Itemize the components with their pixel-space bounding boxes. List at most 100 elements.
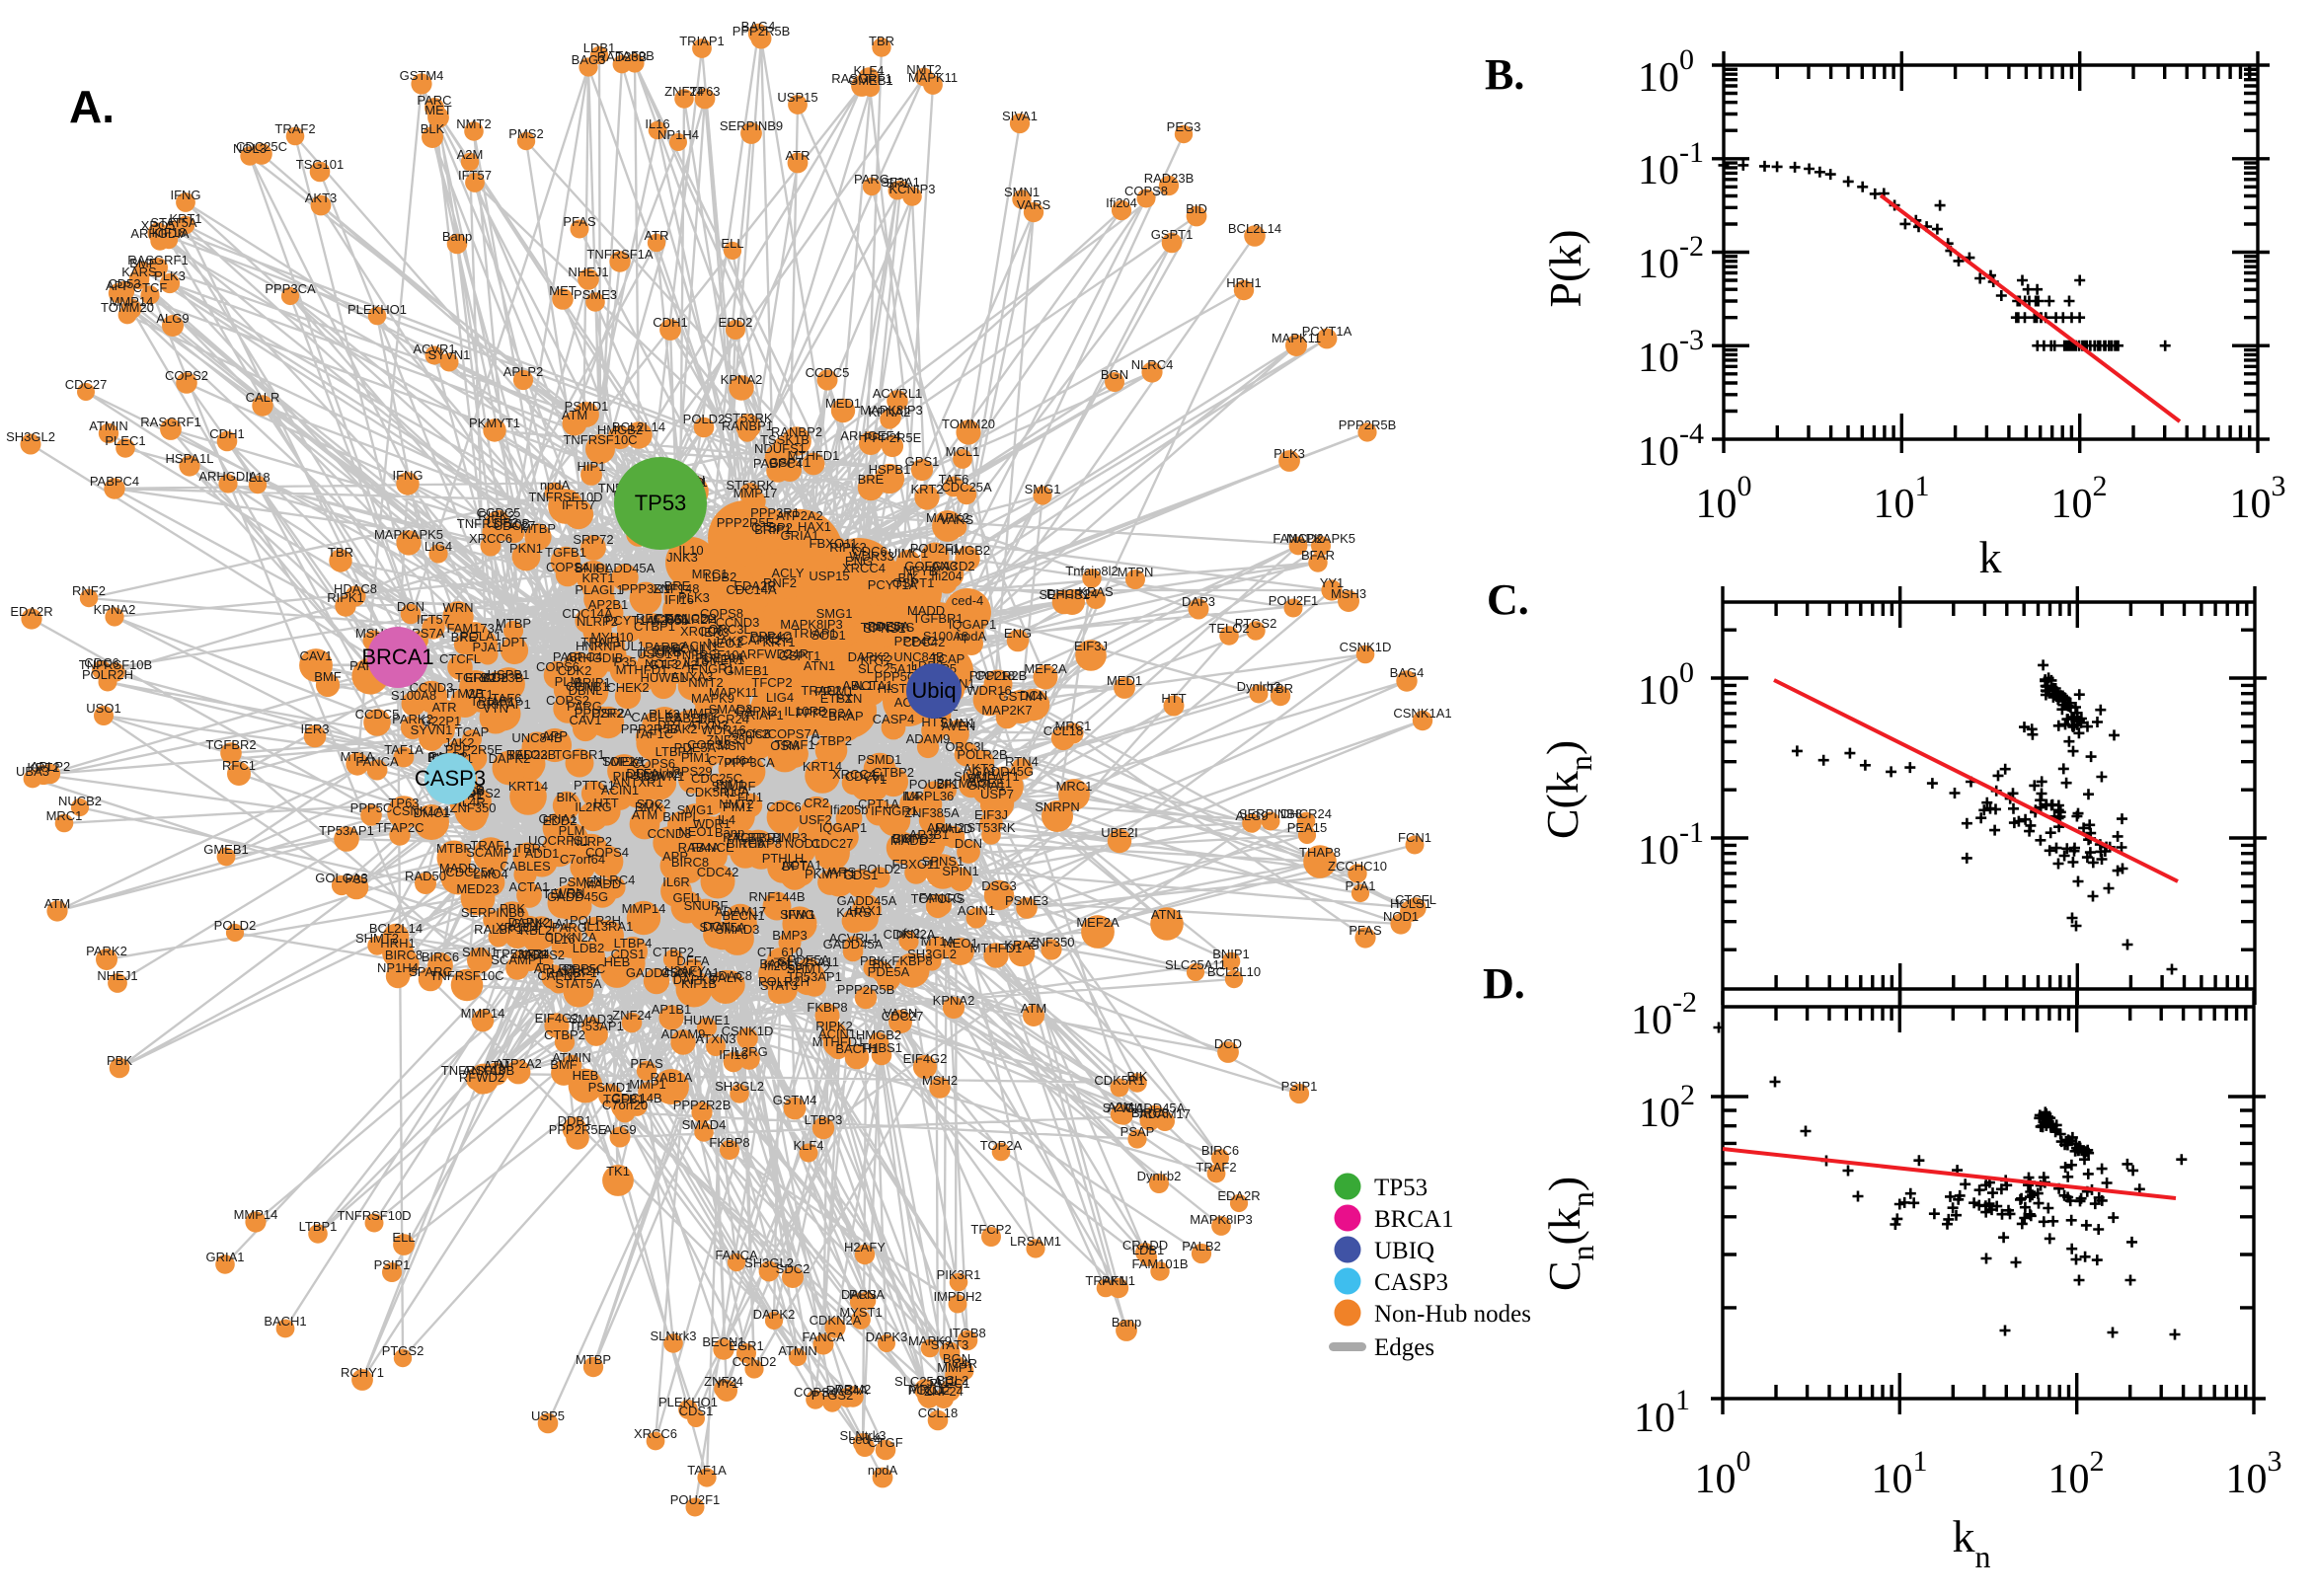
svg-text:MTHFD1: MTHFD1 bbox=[788, 448, 840, 463]
svg-text:SYVN1: SYVN1 bbox=[643, 769, 685, 784]
svg-text:GSPT1: GSPT1 bbox=[1151, 227, 1194, 242]
svg-text:CAV1: CAV1 bbox=[300, 648, 333, 663]
svg-text:TP53AP1: TP53AP1 bbox=[319, 823, 374, 838]
svg-text:CPT1A: CPT1A bbox=[858, 797, 899, 811]
svg-text:TBR: TBR bbox=[1268, 681, 1293, 696]
svg-text:DMC1: DMC1 bbox=[414, 805, 450, 820]
svg-text:LTBP1: LTBP1 bbox=[299, 1219, 338, 1234]
svg-text:SLNtrk3: SLNtrk3 bbox=[840, 1428, 887, 1443]
svg-text:COPS6: COPS6 bbox=[536, 659, 579, 674]
svg-text:KRT1: KRT1 bbox=[582, 570, 615, 585]
svg-text:ced-4: ced-4 bbox=[849, 1432, 882, 1447]
svg-text:TP53: TP53 bbox=[635, 491, 687, 515]
svg-text:HSPA1L: HSPA1L bbox=[166, 451, 214, 466]
svg-text:UIMC1: UIMC1 bbox=[888, 546, 928, 561]
svg-text:TRAF1: TRAF1 bbox=[470, 838, 510, 853]
svg-text:ITGB8: ITGB8 bbox=[949, 1326, 986, 1340]
svg-text:IFNG: IFNG bbox=[392, 468, 423, 483]
svg-text:PTGS2: PTGS2 bbox=[1235, 616, 1277, 631]
svg-text:G22P1: G22P1 bbox=[422, 714, 461, 728]
svg-text:BAG4: BAG4 bbox=[1390, 665, 1425, 680]
svg-text:PXN: PXN bbox=[836, 691, 863, 706]
svg-text:AP1B1: AP1B1 bbox=[652, 1002, 691, 1017]
svg-text:SF3A1: SF3A1 bbox=[881, 175, 920, 190]
svg-text:NLRP2: NLRP2 bbox=[577, 614, 618, 629]
svg-text:Banp: Banp bbox=[442, 229, 472, 244]
svg-text:PALB2: PALB2 bbox=[1182, 1239, 1221, 1254]
svg-text:BNIPL: BNIPL bbox=[575, 561, 612, 575]
svg-text:DARS: DARS bbox=[841, 1287, 877, 1302]
svg-text:CCL18: CCL18 bbox=[1043, 723, 1083, 738]
svg-text:LDB2: LDB2 bbox=[705, 570, 737, 584]
svg-text:BMP3: BMP3 bbox=[772, 830, 807, 845]
svg-text:CDK5R1: CDK5R1 bbox=[685, 785, 735, 799]
svg-text:PSMD1: PSMD1 bbox=[858, 752, 902, 767]
svg-text:CTBP2: CTBP2 bbox=[544, 1027, 585, 1042]
svg-text:STAT3: STAT3 bbox=[760, 978, 799, 993]
svg-text:CDH1: CDH1 bbox=[209, 426, 244, 441]
svg-text:PLK3: PLK3 bbox=[678, 590, 710, 605]
svg-text:TBR: TBR bbox=[328, 545, 353, 560]
svg-text:PEA15: PEA15 bbox=[1287, 820, 1327, 835]
svg-text:MAPK11: MAPK11 bbox=[1272, 331, 1321, 345]
svg-text:ERH: ERH bbox=[654, 643, 680, 657]
svg-text:RIPK2: RIPK2 bbox=[478, 508, 515, 523]
svg-text:WDR16: WDR16 bbox=[966, 683, 1012, 698]
svg-text:CDC14A: CDC14A bbox=[726, 582, 777, 597]
svg-text:MYST1: MYST1 bbox=[839, 1305, 882, 1320]
svg-text:CALR: CALR bbox=[709, 970, 743, 985]
svg-text:KRT2: KRT2 bbox=[28, 760, 60, 775]
svg-text:SMAD3: SMAD3 bbox=[570, 1012, 614, 1026]
svg-text:DHCR24: DHCR24 bbox=[1046, 586, 1098, 601]
svg-text:MAPK9: MAPK9 bbox=[908, 1333, 952, 1348]
svg-text:TRAF2: TRAF2 bbox=[801, 683, 841, 698]
svg-text:ELL: ELL bbox=[721, 236, 743, 251]
svg-text:TNFRSF10B: TNFRSF10B bbox=[457, 516, 530, 531]
svg-text:Banp: Banp bbox=[1112, 1315, 1141, 1330]
svg-text:FLI1: FLI1 bbox=[737, 790, 763, 804]
svg-text:XRCC4: XRCC4 bbox=[496, 920, 539, 935]
svg-text:MTHFD1: MTHFD1 bbox=[970, 941, 1023, 955]
svg-text:MMP14: MMP14 bbox=[461, 1006, 505, 1021]
svg-text:BIRC6: BIRC6 bbox=[1201, 1143, 1239, 1158]
svg-text:SH3GL2: SH3GL2 bbox=[744, 1255, 794, 1270]
svg-text:IER3: IER3 bbox=[301, 722, 330, 736]
svg-text:TRAF1: TRAF1 bbox=[1085, 1273, 1125, 1288]
svg-text:PCNA: PCNA bbox=[849, 1287, 885, 1302]
svg-text:PCYT1A: PCYT1A bbox=[868, 577, 918, 592]
svg-text:RASGRF1: RASGRF1 bbox=[831, 71, 891, 86]
svg-text:TRAF1: TRAF1 bbox=[580, 635, 621, 649]
svg-text:ABL1: ABL1 bbox=[842, 678, 874, 693]
svg-text:VASN: VASN bbox=[884, 1006, 917, 1021]
svg-text:RAD23B: RAD23B bbox=[597, 49, 648, 64]
svg-text:PPP2R2A: PPP2R2A bbox=[575, 706, 633, 721]
svg-text:BECN1: BECN1 bbox=[722, 908, 764, 923]
svg-text:MMP2: MMP2 bbox=[682, 706, 720, 721]
svg-text:LDB1: LDB1 bbox=[583, 40, 616, 55]
svg-text:CTBP2: CTBP2 bbox=[873, 765, 914, 780]
svg-text:RALBP1: RALBP1 bbox=[723, 830, 772, 845]
svg-text:SMN1: SMN1 bbox=[462, 945, 498, 959]
svg-text:C7orf64: C7orf64 bbox=[708, 753, 753, 768]
svg-text:USP15: USP15 bbox=[777, 90, 817, 105]
svg-text:MED1: MED1 bbox=[1107, 673, 1142, 688]
svg-text:CCND3: CCND3 bbox=[716, 615, 760, 630]
svg-text:STAT5A: STAT5A bbox=[150, 215, 197, 230]
svg-text:NHEJ1: NHEJ1 bbox=[97, 968, 137, 983]
svg-text:RRM2: RRM2 bbox=[835, 1382, 872, 1397]
svg-text:POU2F1: POU2F1 bbox=[910, 541, 961, 556]
svg-text:EDD2: EDD2 bbox=[719, 315, 753, 330]
svg-text:MADD: MADD bbox=[583, 876, 621, 891]
svg-text:COPB2: COPB2 bbox=[892, 831, 936, 846]
svg-text:Ubiq: Ubiq bbox=[911, 678, 956, 703]
svg-text:SNURF: SNURF bbox=[712, 779, 756, 794]
svg-text:TSSK1B: TSSK1B bbox=[760, 432, 810, 447]
svg-text:GRIA1: GRIA1 bbox=[966, 778, 1005, 793]
svg-text:APP: APP bbox=[106, 278, 131, 293]
svg-text:ATN1: ATN1 bbox=[1151, 907, 1183, 922]
svg-text:DHCR24: DHCR24 bbox=[1280, 806, 1332, 821]
svg-text:ARHGEF4: ARHGEF4 bbox=[840, 428, 900, 443]
svg-text:STAT3: STAT3 bbox=[931, 1337, 969, 1352]
svg-text:DDB1: DDB1 bbox=[558, 1113, 592, 1128]
svg-text:YY1: YY1 bbox=[1320, 575, 1345, 590]
